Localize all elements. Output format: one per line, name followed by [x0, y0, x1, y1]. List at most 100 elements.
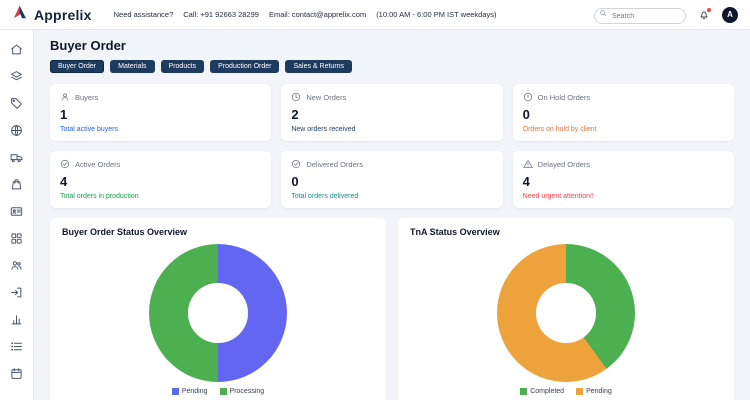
- legend-swatch: [520, 388, 528, 395]
- stat-card-delivered-orders: Delivered Orders 0 Total orders delivere…: [281, 151, 503, 208]
- search-box: [594, 5, 686, 25]
- legend-swatch: [171, 388, 179, 395]
- legend-swatch: [219, 388, 227, 395]
- sidebar-nav: [0, 30, 34, 400]
- sidebar-item-layers[interactable]: [7, 66, 27, 86]
- stat-subtitle: Total active buyers: [60, 126, 118, 133]
- stat-subtitle: Need urgent attention!!: [522, 193, 594, 200]
- sidebar-item-tag[interactable]: [7, 93, 27, 113]
- stat-subtitle: Orders on hold by client: [522, 126, 597, 133]
- stat-value: 0: [291, 174, 299, 189]
- sidebar-item-calendar[interactable]: [7, 363, 27, 383]
- truck-icon: [10, 153, 23, 162]
- tab-sales-returns[interactable]: Sales & Returns: [285, 60, 353, 73]
- page-title: Buyer Order: [50, 38, 126, 53]
- alert-circle-icon: [523, 92, 532, 102]
- stats-row-2: Active Orders 4 Total orders in producti…: [50, 151, 734, 208]
- stat-label: Delivered Orders: [306, 159, 364, 169]
- check-circle-icon: [60, 159, 70, 169]
- stat-label: Buyers: [75, 92, 99, 102]
- check-circle-icon: [292, 159, 301, 169]
- brand[interactable]: Apprelix: [12, 3, 92, 26]
- chart-legend: Pending Processing: [62, 388, 374, 395]
- stat-card-on-hold-orders: On Hold Orders 0 Orders on hold by clien…: [512, 84, 734, 141]
- sidebar-item-list[interactable]: [7, 336, 27, 356]
- main-content: Buyer Order Buyer Order Materials Produc…: [34, 30, 750, 400]
- brand-name: Apprelix: [34, 6, 92, 23]
- sidebar-item-home[interactable]: [7, 39, 27, 59]
- sidebar-item-shopping-bag[interactable]: [7, 174, 27, 194]
- legend-item: Processing: [219, 388, 264, 395]
- chart-buyer-order-status: Buyer Order Status Overview Pending Proce…: [50, 218, 386, 400]
- stats-row-1: Buyers 1 Total active buyers New Orders …: [50, 84, 734, 141]
- tab-production-order[interactable]: Production Order: [210, 60, 280, 73]
- sidebar-item-users[interactable]: [7, 255, 27, 275]
- stat-value: 4: [60, 174, 68, 189]
- user-icon: [61, 93, 69, 101]
- bell-icon: [700, 11, 708, 19]
- search-icon: [600, 9, 607, 16]
- stat-value: 1: [60, 107, 68, 122]
- donut-chart: [149, 244, 287, 382]
- chart-title: TnA Status Overview: [410, 227, 500, 237]
- tab-materials[interactable]: Materials: [110, 60, 155, 73]
- legend-item: Pending: [171, 388, 208, 395]
- sidebar-item-grid[interactable]: [7, 228, 27, 248]
- notification-dot: [707, 7, 711, 12]
- assistance-text: Need assistance?: [113, 10, 174, 19]
- tab-buyer-order[interactable]: Buyer Order: [50, 60, 105, 73]
- legend-item: Completed: [520, 388, 564, 395]
- contact-info: Need assistance? Call: +91 92663 28299 E…: [114, 10, 497, 19]
- search-input[interactable]: [594, 8, 686, 25]
- stat-subtitle: Total orders delivered: [291, 193, 359, 200]
- hours-text: (10:00 AM - 6:00 PM IST weekdays): [376, 10, 497, 19]
- chart-legend: Completed Pending: [410, 388, 722, 395]
- tab-products[interactable]: Products: [160, 60, 205, 73]
- chart-title: Buyer Order Status Overview: [62, 227, 188, 237]
- notifications-button[interactable]: [698, 7, 711, 21]
- tag-icon: [11, 97, 22, 109]
- alert-triangle-icon: [523, 160, 533, 168]
- stat-card-buyers: Buyers 1 Total active buyers: [50, 84, 272, 141]
- stat-value: 0: [522, 107, 530, 122]
- home-icon: [11, 44, 22, 54]
- stat-value: 4: [522, 174, 530, 189]
- apprelix-logo-icon: [12, 3, 30, 26]
- top-header: Apprelix Need assistance? Call: +91 9266…: [0, 0, 750, 30]
- legend-swatch: [576, 388, 584, 395]
- globe-icon: [11, 124, 22, 136]
- stat-label: On Hold Orders: [537, 92, 591, 102]
- stat-label: New Orders: [306, 92, 347, 102]
- clock-icon: [292, 92, 301, 102]
- stat-subtitle: New orders received: [291, 126, 356, 133]
- shopping-bag-icon: [11, 178, 22, 189]
- chart-tna-status: TnA Status Overview Completed Pending: [398, 218, 734, 400]
- grid-icon: [11, 232, 22, 244]
- charts-row: Buyer Order Status Overview Pending Proce…: [50, 218, 734, 400]
- sidebar-item-globe[interactable]: [7, 120, 27, 140]
- bar-chart-icon: [11, 314, 22, 324]
- sidebar-item-bar-chart[interactable]: [7, 309, 27, 329]
- users-icon: [11, 260, 22, 270]
- calendar-icon: [11, 367, 22, 379]
- stat-card-new-orders: New Orders 2 New orders received: [281, 84, 503, 141]
- sidebar-item-logout[interactable]: [7, 282, 27, 302]
- stat-subtitle: Total orders in production: [60, 193, 139, 200]
- phone-text: Call: +91 92663 28299: [183, 10, 259, 19]
- layers-icon: [11, 70, 22, 80]
- email-text: Email: contact@apprelix.com: [268, 10, 367, 19]
- donut-chart: [497, 244, 635, 382]
- sidebar-item-id-card[interactable]: [7, 201, 27, 221]
- id-card-icon: [10, 206, 23, 216]
- stat-label: Active Orders: [75, 159, 121, 169]
- stat-card-active-orders: Active Orders 4 Total orders in producti…: [50, 151, 272, 208]
- stat-card-delayed-orders: Delayed Orders 4 Need urgent attention!!: [512, 151, 734, 208]
- avatar[interactable]: A: [722, 6, 738, 23]
- list-icon: [11, 341, 22, 351]
- legend-item: Pending: [576, 388, 612, 395]
- tab-bar: Buyer Order Materials Products Productio…: [50, 60, 734, 73]
- stat-value: 2: [291, 107, 299, 122]
- stat-label: Delayed Orders: [537, 159, 591, 169]
- sidebar-item-truck[interactable]: [7, 147, 27, 167]
